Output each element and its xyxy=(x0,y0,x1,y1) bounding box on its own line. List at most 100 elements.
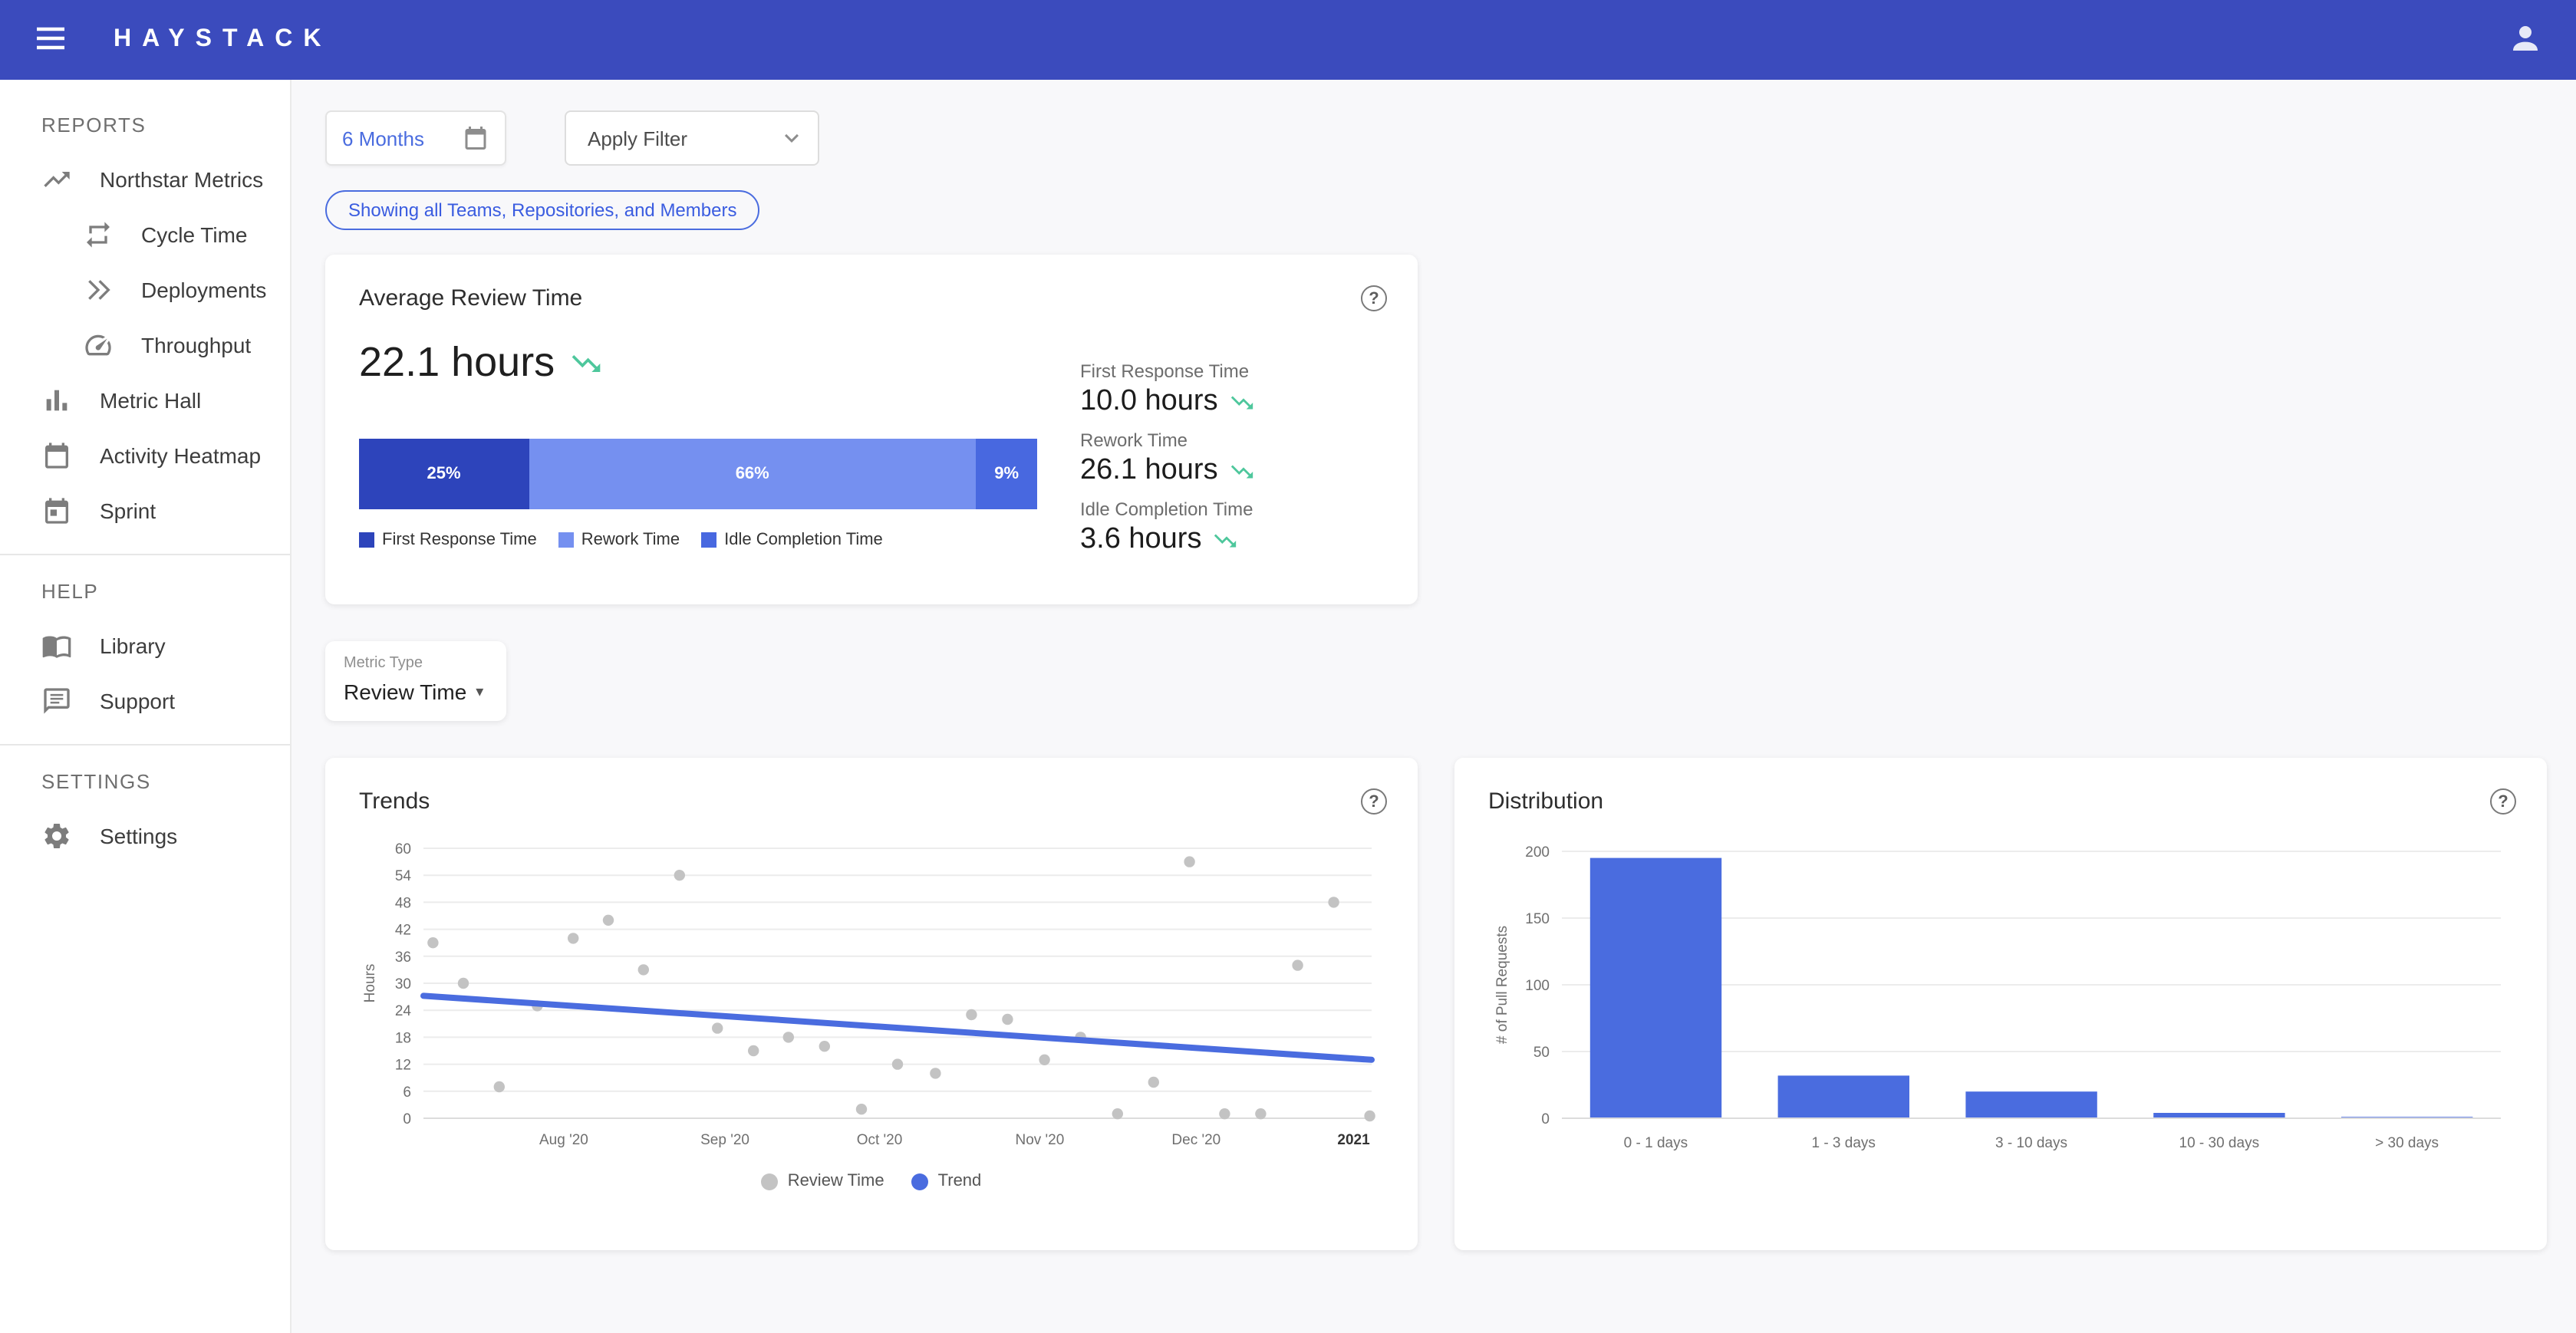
sidebar-divider xyxy=(0,554,290,555)
sidebar-item-label: Sprint xyxy=(100,499,156,523)
dropdown-caret-icon: ▾ xyxy=(476,683,484,700)
sidebar-item-label: Support xyxy=(100,689,176,713)
double-chevron-icon xyxy=(83,275,114,305)
stat-value: 10.0 hours xyxy=(1080,385,1255,419)
chevron-down-icon xyxy=(778,124,805,152)
legend-dot xyxy=(911,1173,929,1190)
svg-text:Oct '20: Oct '20 xyxy=(857,1132,903,1148)
svg-text:2021: 2021 xyxy=(1337,1132,1370,1148)
svg-text:48: 48 xyxy=(395,895,411,911)
help-icon[interactable]: ? xyxy=(1361,285,1387,311)
bar-segment-idle-completion-time: 9% xyxy=(976,439,1037,509)
trending-down-icon xyxy=(1229,458,1255,484)
sidebar-item-support[interactable]: Support xyxy=(0,673,290,729)
svg-text:1 - 3 days: 1 - 3 days xyxy=(1811,1135,1875,1151)
stat-value-text: 10.0 hours xyxy=(1080,385,1218,417)
sidebar-item-settings[interactable]: Settings xyxy=(0,808,290,864)
review-time-stacked-bar: 25% 66% 9% xyxy=(359,439,1037,509)
legend-label: Idle Completion Time xyxy=(724,531,883,549)
svg-text:Aug '20: Aug '20 xyxy=(539,1132,588,1148)
stat-first-response-time: First Response Time 10.0 hours xyxy=(1080,360,1255,419)
svg-text:Nov '20: Nov '20 xyxy=(1015,1132,1064,1148)
sidebar-item-label: Throughput xyxy=(141,333,252,357)
svg-text:0: 0 xyxy=(1541,1111,1550,1127)
svg-text:6: 6 xyxy=(403,1085,411,1101)
sidebar-item-label: Northstar Metrics xyxy=(100,167,264,192)
svg-text:3 - 10 days: 3 - 10 days xyxy=(1995,1135,2067,1151)
sidebar-item-label: Library xyxy=(100,634,166,658)
library-icon xyxy=(41,630,72,661)
sidebar-item-throughput[interactable]: Throughput xyxy=(0,318,290,373)
legend-label: Rework Time xyxy=(581,531,680,549)
help-icon[interactable]: ? xyxy=(2490,788,2516,815)
review-headline: 22.1 hours xyxy=(359,339,1080,387)
bar-chart-icon xyxy=(41,385,72,416)
headline-value: 22.1 hours xyxy=(359,339,555,385)
svg-text:12: 12 xyxy=(395,1058,411,1074)
average-review-time-card: Average Review Time ? 22.1 hours 25% 66% 9… xyxy=(325,255,1418,604)
repeat-icon xyxy=(83,219,114,250)
scope-chip[interactable]: Showing all Teams, Repositories, and Mem… xyxy=(325,190,760,230)
svg-text:18: 18 xyxy=(395,1030,411,1046)
distribution-chart: 0 50 100 150 200 # of Pull Requests 0 - 1 days… xyxy=(1488,833,2513,1203)
sidebar-divider xyxy=(0,744,290,745)
metric-type-label: Metric Type xyxy=(344,655,423,672)
stat-value-text: 26.1 hours xyxy=(1080,454,1218,486)
bar-segment-first-response-time: 25% xyxy=(359,439,529,509)
stat-idle-completion-time: Idle Completion Time 3.6 hours xyxy=(1080,499,1255,557)
svg-text:42: 42 xyxy=(395,923,411,939)
sidebar-item-label: Activity Heatmap xyxy=(100,443,262,468)
svg-text:50: 50 xyxy=(1533,1045,1550,1061)
svg-text:0 - 1 days: 0 - 1 days xyxy=(1624,1135,1688,1151)
sidebar-item-northstar-metrics[interactable]: Northstar Metrics xyxy=(0,152,290,207)
sidebar-item-metric-hall[interactable]: Metric Hall xyxy=(0,373,290,428)
apply-filter-dropdown[interactable]: Apply Filter xyxy=(565,110,819,166)
svg-text:36: 36 xyxy=(395,950,411,966)
stat-value: 3.6 hours xyxy=(1080,523,1255,557)
date-range-field[interactable]: 6 Months xyxy=(325,110,506,166)
sidebar-section-header-help: HELP xyxy=(41,580,99,603)
trending-down-icon xyxy=(568,346,602,380)
person-icon xyxy=(2507,19,2544,61)
sidebar-item-label: Deployments xyxy=(141,278,267,302)
sidebar: REPORTS Northstar Metrics Cycle Time Deploy… xyxy=(0,80,292,1333)
legend-dot xyxy=(761,1173,779,1190)
chart-legend-item-review-time[interactable]: Review Time xyxy=(761,1172,884,1190)
sidebar-item-activity-heatmap[interactable]: Activity Heatmap xyxy=(0,428,290,483)
sidebar-item-cycle-time[interactable]: Cycle Time xyxy=(0,207,290,262)
svg-text:0: 0 xyxy=(403,1111,411,1127)
legend-label: First Response Time xyxy=(382,531,537,549)
apply-filter-label: Apply Filter xyxy=(588,127,688,150)
svg-text:100: 100 xyxy=(1525,978,1550,994)
svg-text:60: 60 xyxy=(395,841,411,857)
trending-down-icon xyxy=(1212,527,1238,553)
metric-type-select[interactable]: Metric Type Review Time ▾ xyxy=(325,641,506,721)
bar-segment-rework-time: 66% xyxy=(529,439,977,509)
metric-type-value-row: Review Time ▾ xyxy=(344,680,488,704)
svg-text:30: 30 xyxy=(395,976,411,992)
legend-label: Trend xyxy=(937,1172,982,1190)
review-card-title: Average Review Time xyxy=(359,285,583,311)
trending-down-icon xyxy=(1229,389,1255,415)
svg-text:200: 200 xyxy=(1525,844,1550,861)
stat-label: Idle Completion Time xyxy=(1080,499,1253,520)
brand-logo: HAYSTACK xyxy=(114,26,332,52)
sidebar-item-sprint[interactable]: Sprint xyxy=(0,483,290,538)
stat-label: Rework Time xyxy=(1080,430,1188,451)
help-icon[interactable]: ? xyxy=(1361,788,1387,815)
chart-legend-item-trend[interactable]: Trend xyxy=(911,1172,982,1190)
account-button[interactable] xyxy=(2502,17,2548,63)
legend-swatch xyxy=(701,532,717,548)
menu-button[interactable] xyxy=(28,17,74,63)
svg-text:150: 150 xyxy=(1525,911,1550,927)
distribution-card-title: Distribution xyxy=(1488,788,1604,815)
sidebar-item-deployments[interactable]: Deployments xyxy=(0,262,290,318)
stacked-bar-legend: First Response Time Rework Time Idle Compl… xyxy=(359,531,1080,549)
svg-text:Sep '20: Sep '20 xyxy=(700,1132,749,1148)
sidebar-item-library[interactable]: Library xyxy=(0,618,290,673)
stat-rework-time: Rework Time 26.1 hours xyxy=(1080,430,1255,488)
sidebar-item-label: Cycle Time xyxy=(141,222,248,247)
svg-text:Dec '20: Dec '20 xyxy=(1171,1132,1220,1148)
stat-value-text: 3.6 hours xyxy=(1080,523,1202,555)
